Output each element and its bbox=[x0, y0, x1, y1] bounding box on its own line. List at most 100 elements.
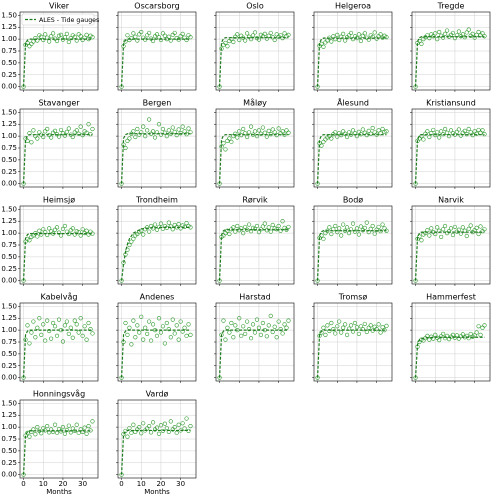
data-point bbox=[245, 134, 250, 140]
x-tick-label: 10 bbox=[137, 480, 146, 488]
axes-frame bbox=[411, 302, 491, 382]
data-point bbox=[182, 426, 187, 431]
data-point bbox=[86, 424, 91, 429]
data-point bbox=[29, 330, 34, 335]
data-point bbox=[33, 335, 38, 340]
data-point bbox=[54, 333, 60, 338]
data-point bbox=[229, 320, 234, 326]
y-tick-label: 0.00 bbox=[1, 471, 17, 479]
data-point bbox=[156, 316, 162, 321]
x-tick-label: 0 bbox=[21, 480, 25, 488]
data-point bbox=[245, 31, 250, 36]
data-point bbox=[341, 129, 346, 134]
data-point bbox=[462, 228, 467, 233]
panel: Heimsjø 0.00 0.25 0.50 0.75 1.00 1.25 1.50 bbox=[1, 196, 99, 286]
x-tick-label: 0 bbox=[119, 480, 123, 488]
data-point bbox=[378, 32, 383, 37]
data-point bbox=[123, 320, 128, 326]
axes-frame bbox=[215, 108, 295, 188]
data-point bbox=[227, 330, 232, 335]
data-point bbox=[35, 325, 40, 330]
data-point bbox=[76, 230, 81, 235]
data-point bbox=[348, 323, 354, 328]
data-point bbox=[131, 236, 136, 241]
data-point bbox=[427, 337, 432, 342]
data-point bbox=[131, 129, 136, 134]
data-point bbox=[147, 229, 152, 234]
data-point bbox=[482, 323, 487, 328]
data-point bbox=[341, 222, 346, 227]
data-point bbox=[74, 422, 79, 427]
legend: ALES - Tide gauges bbox=[21, 13, 99, 26]
data-point bbox=[380, 325, 385, 330]
data-point bbox=[137, 32, 142, 37]
data-point bbox=[254, 317, 260, 322]
data-point bbox=[31, 39, 36, 44]
y-tick-label: 1.00 bbox=[1, 326, 17, 334]
data-point bbox=[370, 125, 375, 131]
data-point bbox=[60, 425, 66, 430]
data-point bbox=[448, 226, 454, 231]
data-point bbox=[264, 334, 269, 339]
x-tick-label: 30 bbox=[176, 480, 185, 488]
data-point bbox=[139, 431, 144, 436]
data-point bbox=[231, 39, 236, 45]
data-point bbox=[141, 124, 146, 129]
data-point bbox=[147, 319, 152, 324]
data-point bbox=[49, 336, 54, 341]
data-point bbox=[260, 320, 265, 326]
data-point bbox=[480, 128, 485, 133]
data-point bbox=[223, 147, 228, 152]
data-point bbox=[346, 130, 352, 135]
data-point bbox=[466, 126, 471, 132]
data-point bbox=[176, 337, 181, 342]
data-point bbox=[282, 31, 287, 36]
panel: Kristiansund bbox=[410, 99, 491, 189]
data-point bbox=[145, 33, 150, 38]
data-point bbox=[41, 37, 46, 43]
data-point bbox=[466, 336, 471, 341]
data-point bbox=[176, 127, 181, 132]
legend-label: ALES - Tide gauges bbox=[39, 17, 99, 24]
data-point bbox=[72, 232, 77, 237]
data-point bbox=[344, 134, 350, 140]
data-point bbox=[180, 124, 185, 129]
data-point bbox=[170, 317, 175, 322]
data-point bbox=[78, 316, 83, 321]
data-point bbox=[474, 225, 479, 230]
data-point bbox=[362, 321, 367, 327]
data-point bbox=[172, 331, 177, 336]
data-point bbox=[150, 38, 156, 44]
x-tick-label: 30 bbox=[78, 480, 87, 488]
data-point bbox=[429, 226, 434, 231]
data-point bbox=[172, 30, 177, 36]
data-point bbox=[425, 228, 430, 233]
data-point bbox=[56, 230, 62, 235]
panel-title: Stavanger bbox=[38, 99, 80, 108]
data-point bbox=[39, 232, 44, 237]
data-point bbox=[243, 38, 248, 43]
axes-frame bbox=[411, 108, 491, 188]
data-point bbox=[84, 228, 89, 233]
data-point bbox=[176, 422, 181, 427]
data-point bbox=[456, 29, 461, 34]
data-point bbox=[227, 231, 232, 237]
data-point bbox=[439, 234, 444, 240]
data-point bbox=[323, 332, 328, 337]
data-point bbox=[50, 31, 56, 36]
data-point bbox=[241, 231, 246, 236]
data-point bbox=[470, 31, 475, 36]
data-point bbox=[250, 225, 256, 230]
data-point bbox=[88, 327, 93, 332]
y-tick-label: 0.25 bbox=[1, 459, 17, 467]
data-point bbox=[235, 135, 240, 140]
data-point bbox=[266, 225, 271, 230]
panel-title: Måløy bbox=[243, 98, 267, 108]
data-point bbox=[252, 226, 258, 231]
data-point bbox=[480, 325, 485, 330]
axes-frame bbox=[117, 205, 197, 285]
data-point bbox=[460, 225, 465, 230]
fit-line bbox=[120, 38, 191, 87]
data-point bbox=[168, 335, 173, 340]
fit-line bbox=[414, 336, 485, 378]
